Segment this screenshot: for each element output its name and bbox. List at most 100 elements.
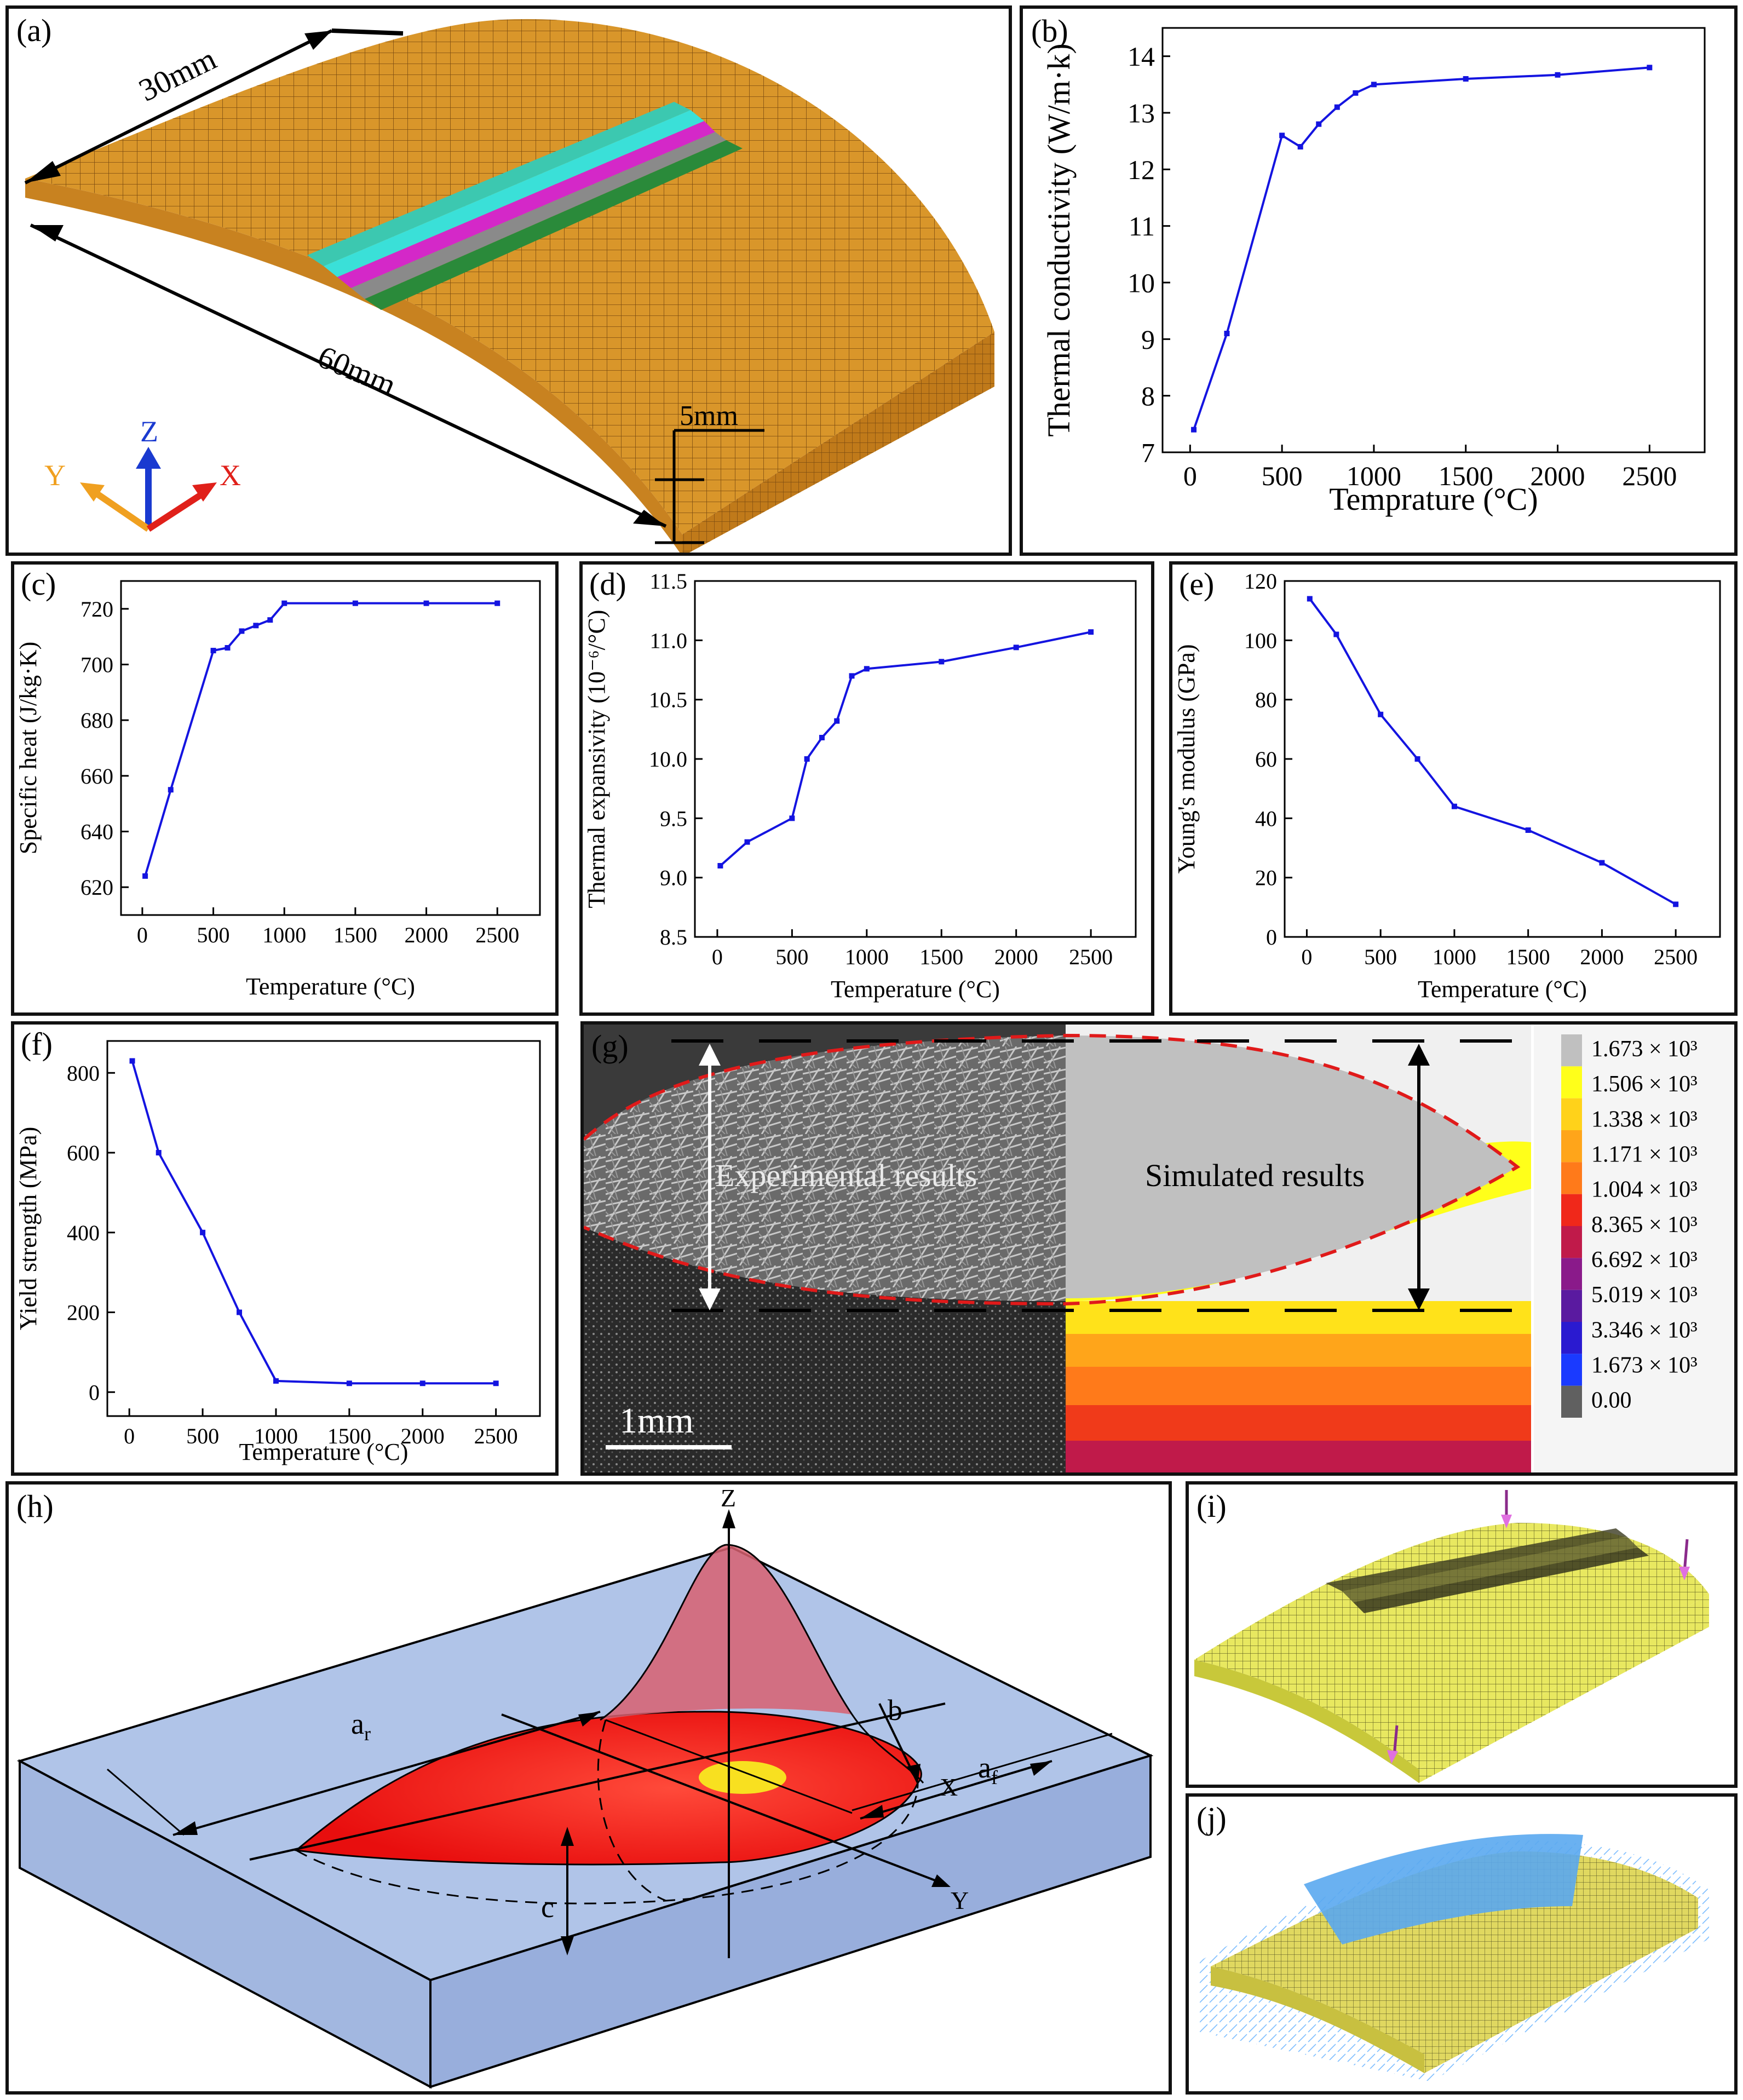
heat-peak [600, 1545, 852, 1720]
y-tick-label: 11 [1129, 211, 1155, 241]
data-point [1463, 76, 1469, 82]
y-tick-label: 100 [1244, 628, 1277, 653]
legend-swatch [1561, 1290, 1582, 1322]
x-tick-label: 0 [1301, 945, 1312, 969]
panel-h-drawing: Z X Y ar af b c [16, 1485, 1154, 2089]
panel-h: Z X Y ar af b c (h) [5, 1481, 1172, 2095]
data-point [200, 1229, 206, 1235]
dim-label-60mm: 60mm [313, 338, 401, 403]
y-tick-label: 400 [67, 1221, 100, 1245]
plot-frame [106, 1040, 541, 1417]
data-point [423, 600, 429, 606]
y-tick-label: 640 [80, 820, 113, 844]
chart-specific-heat: 0 500 1000 1500 2000 2500 620 640 660 680 700 720 Te… [15, 566, 541, 1000]
y-tick-label: 660 [80, 764, 113, 789]
data-point [494, 600, 501, 606]
data-point [129, 1058, 135, 1064]
data-point [744, 839, 750, 845]
data-point [1647, 65, 1653, 71]
legend-label: 6.692 × 10³ [1591, 1247, 1698, 1273]
y-tick-label: 14 [1128, 41, 1155, 72]
y-tick-label: 8 [1141, 381, 1155, 411]
data-point [1555, 72, 1561, 78]
panel-j: (j) [1186, 1793, 1738, 2095]
y-tick-label: 9 [1141, 324, 1155, 355]
axis-label-x: X [220, 459, 241, 492]
dim-line-60mm [30, 223, 667, 528]
h-label-af: af [978, 1751, 998, 1788]
h-axis-x: X [940, 1773, 958, 1801]
legend-swatch [1561, 1066, 1582, 1098]
x-tick-label: 2000 [401, 1424, 445, 1448]
data-point [210, 648, 216, 654]
x-tick-label: 2500 [1069, 945, 1113, 969]
data-point [1088, 629, 1094, 635]
panel-g: Experimental results Simulated results 1… [580, 1021, 1738, 1476]
clad-track-5 [365, 140, 743, 310]
y-tick-label: 9.5 [660, 806, 687, 831]
h-axis-z: Z [721, 1485, 736, 1512]
plot-frame [1161, 27, 1706, 453]
data-point [239, 628, 245, 634]
series-line [720, 631, 1091, 867]
data-point [281, 600, 287, 606]
y-tick-label: 0 [1266, 925, 1277, 950]
legend-swatch [1561, 1194, 1582, 1226]
data-point [1525, 827, 1531, 833]
y-axis-label: Yield strength (MPa) [15, 1127, 42, 1331]
x-tick-label: 1500 [1506, 945, 1550, 969]
x-tick-label: 1000 [1433, 945, 1476, 969]
panel-f: 0 500 1000 1500 2000 2500 0 200 400 600 800 Tempera… [11, 1021, 559, 1476]
x-axis-label: Temperature (°C) [831, 976, 1000, 1003]
y-axis-label: Thermal expansivity (10⁻⁶/°C) [583, 610, 610, 908]
panel-label-f: (f) [21, 1026, 53, 1062]
x-tick-label: 0 [137, 923, 148, 947]
y-tick-label: 120 [1244, 569, 1277, 594]
plot-frame [694, 580, 1137, 938]
x-tick-label: 2500 [1654, 945, 1698, 969]
legend-label: 1.506 × 10³ [1591, 1072, 1698, 1097]
clad-track-3 [337, 121, 715, 288]
data-point [237, 1309, 243, 1315]
x-tick-label: 500 [1262, 461, 1303, 491]
x-tick-label: 2000 [405, 923, 448, 947]
y-axis-label: Young's modulus (GPa) [1173, 644, 1200, 873]
data-point [1191, 427, 1197, 433]
y-tick-label: 40 [1255, 806, 1277, 831]
x-axis-label: Temperature (°C) [246, 973, 415, 1000]
series-line [144, 602, 498, 877]
legend-label: 1.171 × 10³ [1591, 1142, 1698, 1167]
x-tick-label: 500 [775, 945, 808, 969]
series-line [1309, 598, 1677, 906]
data-point [142, 873, 148, 879]
y-axis-label: Thermal conductivity (W/m·k) [1041, 43, 1077, 436]
legend-label: 3.346 × 10³ [1591, 1317, 1698, 1343]
data-point [1333, 631, 1339, 637]
data-point [789, 815, 795, 821]
y-tick-label: 800 [67, 1061, 100, 1085]
panel-label-h: (h) [16, 1488, 54, 1524]
melt-core [699, 1761, 786, 1794]
legend-swatch [1561, 1322, 1582, 1354]
plate-side [429, 1754, 1152, 2089]
data-point [493, 1380, 499, 1386]
x-tick-label: 0 [124, 1424, 135, 1448]
data-point [1353, 90, 1359, 96]
data-point [849, 673, 855, 679]
panel-a: 30mm 60mm 5mm Z Y X (a) [5, 5, 1012, 556]
panel-label-a: (a) [16, 13, 52, 48]
legend-label: 8.365 × 10³ [1591, 1212, 1698, 1238]
data-point [1451, 803, 1457, 809]
x-axis-label: Temprature (°C) [1329, 481, 1538, 517]
y-tick-label: 13 [1128, 98, 1155, 129]
panel-e: 0 500 1000 1500 2000 2500 0 20 40 60 80 100 120 Tempe… [1169, 561, 1738, 1016]
x-tick-label: 1000 [262, 923, 306, 947]
dim-line-30mm [24, 29, 333, 185]
panel-b: 0 500 1000 1500 2000 2500 7 8 9 10 11 12 13 14 Temprat… [1020, 5, 1738, 556]
temperature-legend: 1.673 × 10³ 1.506 × 10³ 1.338 × 10³ 1.171 ×… [1561, 1034, 1698, 1418]
x-axis-label: Temperature (°C) [239, 1439, 409, 1465]
y-tick-label: 700 [80, 653, 113, 677]
data-point [225, 645, 231, 651]
melt-pool [294, 1711, 922, 1866]
data-point [419, 1380, 425, 1386]
